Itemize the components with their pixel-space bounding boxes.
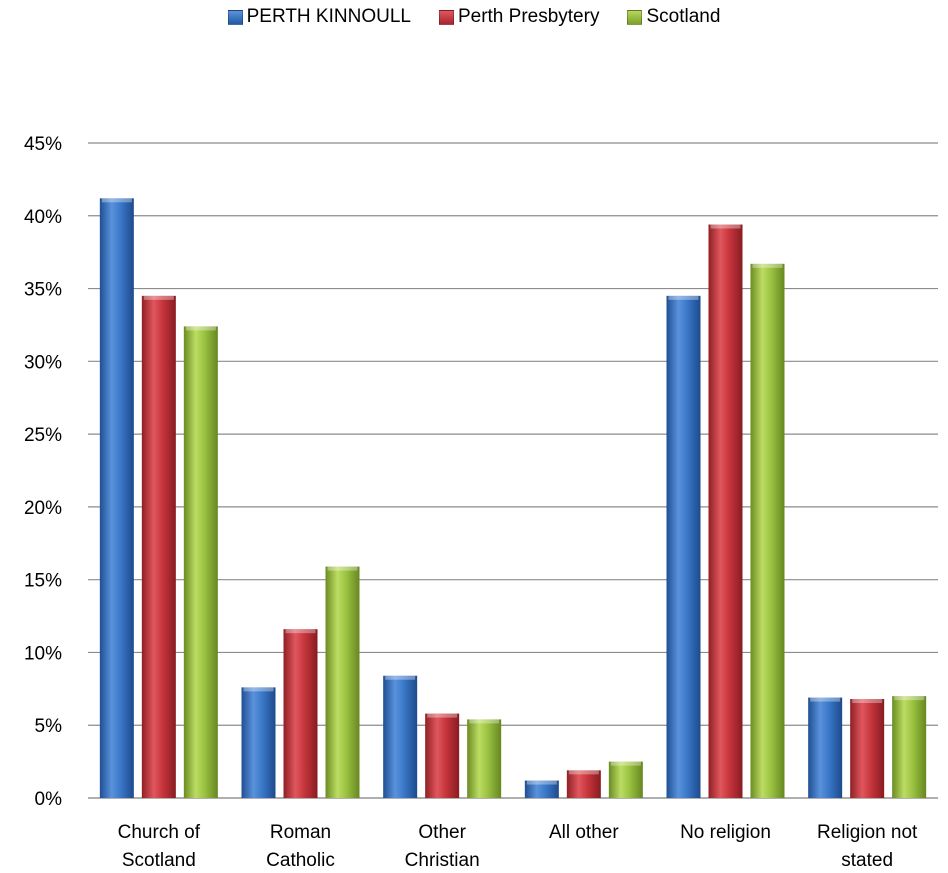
legend-swatch — [227, 9, 243, 25]
y-tick-label: 20% — [24, 498, 62, 519]
bar-highlight — [469, 719, 500, 724]
bar-body — [283, 629, 318, 798]
bar — [467, 719, 502, 798]
y-tick-label: 40% — [24, 207, 62, 228]
gridlines — [88, 142, 938, 799]
bar-body — [608, 761, 643, 798]
bar — [566, 770, 601, 798]
bar — [750, 263, 785, 798]
x-category-label: Roman Catholic — [266, 822, 335, 871]
bar-highlight — [285, 629, 316, 634]
bar — [141, 295, 176, 798]
bar-body — [241, 687, 276, 798]
bar-highlight — [610, 761, 641, 766]
bar-body — [850, 699, 885, 798]
bar — [425, 713, 460, 798]
bar — [183, 326, 218, 798]
bar — [808, 697, 843, 798]
legend-item-scotland: Scotland — [627, 6, 720, 28]
x-category-label: All other — [549, 822, 619, 843]
bar-highlight — [568, 770, 599, 775]
bar-body — [892, 696, 927, 798]
bar — [325, 566, 360, 798]
bar — [283, 629, 318, 798]
y-tick-label: 5% — [35, 716, 63, 737]
bar-body — [666, 295, 701, 798]
x-axis-categories: Church of Scotland Roman Catholic Other Chris… — [118, 822, 918, 871]
bar — [850, 699, 885, 798]
bar-body — [566, 770, 601, 798]
bar-highlight — [894, 696, 925, 701]
bar-body — [183, 326, 218, 798]
legend-label: Perth Presbytery — [457, 6, 600, 27]
bar-body — [99, 198, 134, 799]
bar-highlight — [243, 687, 274, 692]
x-category-label: Religion not stated — [817, 822, 918, 871]
bar-body — [325, 566, 360, 798]
legend: PERTH KINNOULL Perth Presbytery Scotland — [0, 6, 948, 28]
bar-highlight — [327, 566, 358, 571]
legend-item-perth-presbytery: Perth Presbytery — [438, 6, 600, 28]
bar-body — [524, 780, 559, 798]
bar-highlight — [710, 224, 741, 229]
bar-body — [467, 719, 502, 798]
legend-swatch — [438, 9, 454, 25]
y-tick-label: 0% — [35, 789, 63, 810]
bar-highlight — [427, 713, 458, 718]
y-tick-label: 30% — [24, 352, 62, 373]
bar-highlight — [810, 697, 841, 702]
bar-body — [383, 675, 418, 798]
x-category-label: Church of Scotland — [118, 822, 201, 871]
y-tick-label: 25% — [24, 425, 62, 446]
bar — [99, 198, 134, 799]
legend-label: Scotland — [646, 6, 721, 27]
bar-highlight — [101, 198, 132, 203]
bar — [241, 687, 276, 798]
legend-swatch — [627, 9, 643, 25]
bar-body — [425, 713, 460, 798]
y-tick-label: 45% — [24, 134, 62, 155]
bar-highlight — [852, 699, 883, 704]
bar — [383, 675, 418, 798]
legend-label: PERTH KINNOULL — [246, 6, 411, 27]
bar-body — [808, 697, 843, 798]
bar-highlight — [526, 780, 557, 785]
bar-body — [750, 263, 785, 798]
y-tick-label: 10% — [24, 643, 62, 664]
y-axis-ticks: 0% 5% 10% 15% 20% 25% 30% 35% 40% 45% — [24, 134, 62, 810]
bar-body — [708, 224, 743, 798]
bar — [892, 696, 927, 798]
bars — [99, 198, 927, 799]
bar-highlight — [143, 295, 174, 300]
bar-highlight — [185, 326, 216, 331]
bar-highlight — [752, 263, 783, 268]
bar — [666, 295, 701, 798]
bar — [608, 761, 643, 798]
bar — [524, 780, 559, 798]
x-category-label: Other Christian — [405, 822, 480, 871]
x-category-label: No religion — [680, 822, 771, 843]
legend-item-perth-kinnoull: PERTH KINNOULL — [227, 6, 411, 28]
bar-body — [141, 295, 176, 798]
bar-highlight — [668, 295, 699, 300]
y-tick-label: 35% — [24, 280, 62, 301]
bar — [708, 224, 743, 798]
y-tick-label: 15% — [24, 571, 62, 592]
bar-highlight — [385, 675, 416, 680]
